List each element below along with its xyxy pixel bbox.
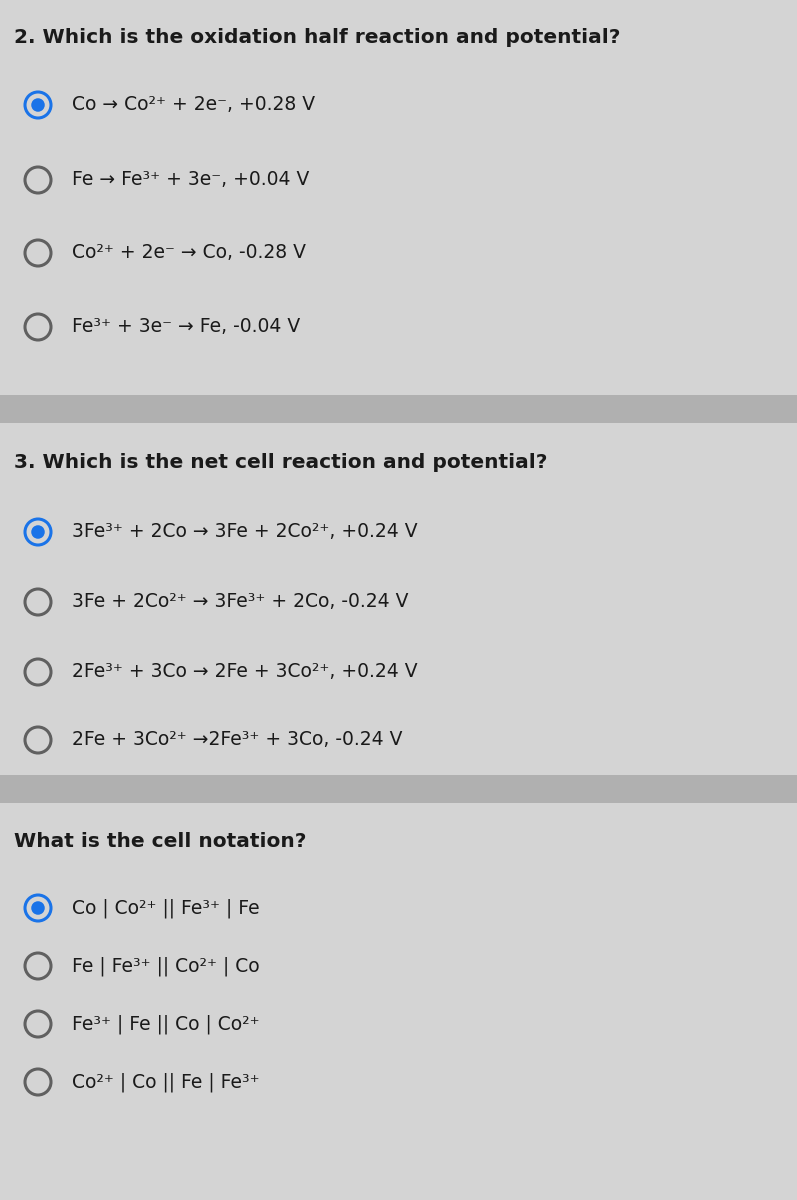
Text: 3Fe³⁺ + 2Co → 3Fe + 2Co²⁺, +0.24 V: 3Fe³⁺ + 2Co → 3Fe + 2Co²⁺, +0.24 V <box>72 522 418 541</box>
Text: Co²⁺ + 2e⁻ → Co, -0.28 V: Co²⁺ + 2e⁻ → Co, -0.28 V <box>72 242 306 262</box>
Text: Co²⁺ | Co || Fe | Fe³⁺: Co²⁺ | Co || Fe | Fe³⁺ <box>72 1072 260 1092</box>
Ellipse shape <box>31 98 45 112</box>
Text: What is the cell notation?: What is the cell notation? <box>14 832 306 851</box>
Text: 2Fe + 3Co²⁺ →2Fe³⁺ + 3Co, -0.24 V: 2Fe + 3Co²⁺ →2Fe³⁺ + 3Co, -0.24 V <box>72 730 402 749</box>
Text: 3. Which is the net cell reaction and potential?: 3. Which is the net cell reaction and po… <box>14 452 548 472</box>
Text: 2. Which is the oxidation half reaction and potential?: 2. Which is the oxidation half reaction … <box>14 28 620 47</box>
Text: 3Fe + 2Co²⁺ → 3Fe³⁺ + 2Co, -0.24 V: 3Fe + 2Co²⁺ → 3Fe³⁺ + 2Co, -0.24 V <box>72 592 409 611</box>
Bar <box>0 775 797 803</box>
Bar <box>0 395 797 422</box>
Ellipse shape <box>31 526 45 539</box>
Text: Fe³⁺ + 3e⁻ → Fe, -0.04 V: Fe³⁺ + 3e⁻ → Fe, -0.04 V <box>72 317 300 336</box>
Text: Fe → Fe³⁺ + 3e⁻, +0.04 V: Fe → Fe³⁺ + 3e⁻, +0.04 V <box>72 170 309 188</box>
Text: Fe³⁺ | Fe || Co | Co²⁺: Fe³⁺ | Fe || Co | Co²⁺ <box>72 1014 260 1033</box>
Text: Co | Co²⁺ || Fe³⁺ | Fe: Co | Co²⁺ || Fe³⁺ | Fe <box>72 898 260 918</box>
Text: Fe | Fe³⁺ || Co²⁺ | Co: Fe | Fe³⁺ || Co²⁺ | Co <box>72 956 260 976</box>
Text: Co → Co²⁺ + 2e⁻, +0.28 V: Co → Co²⁺ + 2e⁻, +0.28 V <box>72 95 315 114</box>
Text: 2Fe³⁺ + 3Co → 2Fe + 3Co²⁺, +0.24 V: 2Fe³⁺ + 3Co → 2Fe + 3Co²⁺, +0.24 V <box>72 662 418 680</box>
Ellipse shape <box>31 901 45 914</box>
